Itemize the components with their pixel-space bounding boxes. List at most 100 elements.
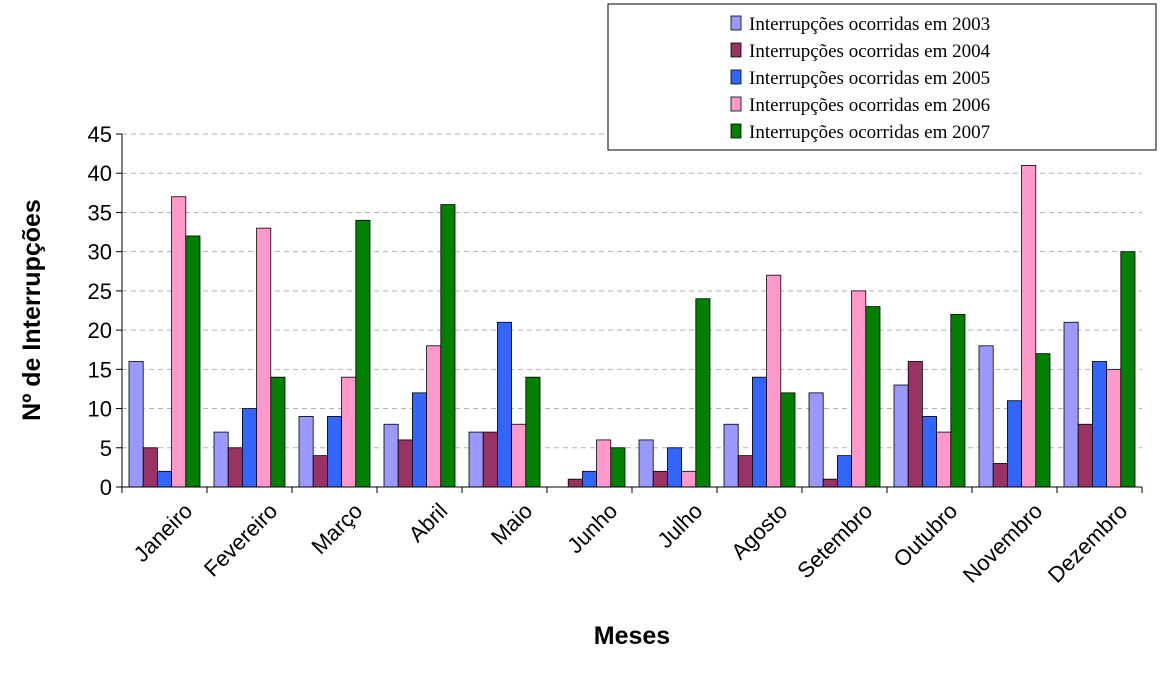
y-tick-label: 15 <box>88 357 112 382</box>
x-tick-label: Outubro <box>888 498 962 572</box>
bar-4-junho <box>596 439 612 488</box>
x-tick-label: Julho <box>652 498 707 553</box>
legend-swatch <box>730 15 742 31</box>
x-tick-label: Março <box>306 498 367 559</box>
legend-swatch <box>730 96 742 112</box>
bar-3-dezembro <box>1092 361 1108 488</box>
y-tick-label: 40 <box>88 161 112 186</box>
y-tick-label: 30 <box>88 240 112 265</box>
bar-4-setembro <box>851 290 867 488</box>
x-tick-label: Fevereiro <box>199 498 282 581</box>
bar-2-outubro <box>907 361 923 488</box>
y-tick-label: 25 <box>88 279 112 304</box>
y-tick-label: 0 <box>100 475 112 500</box>
bar-4-maio <box>511 423 527 488</box>
y-tick-label: 10 <box>88 397 112 422</box>
bar-1-agosto <box>723 423 739 488</box>
y-tick-label: 35 <box>88 200 112 225</box>
x-tick-label: Agosto <box>726 498 792 564</box>
bar-3-março <box>326 415 342 488</box>
legend-swatch <box>730 123 742 139</box>
y-tick-labels: 0 5 10 15 20 25 30 35 40 45 <box>88 122 112 500</box>
bar-3-outubro <box>922 415 938 488</box>
bar-3-maio <box>496 321 512 488</box>
x-tick-label: Maio <box>486 498 537 549</box>
bar-1-maio <box>468 431 484 488</box>
bars <box>128 164 1136 488</box>
bar-3-abril <box>411 392 427 488</box>
legend-label: Interrupções ocorridas em 2006 <box>749 95 990 116</box>
bar-3-janeiro <box>156 470 172 488</box>
bar-2-julho <box>652 470 668 488</box>
y-tick-label: 45 <box>88 122 112 147</box>
bar-1-outubro <box>893 384 909 488</box>
bar-2-abril <box>397 439 413 488</box>
x-tick-label: Abril <box>404 498 453 547</box>
y-axis-title: Nº de Interrupções <box>18 199 46 421</box>
bar-5-maio <box>525 376 541 488</box>
legend-label: Interrupções ocorridas em 2003 <box>749 14 990 35</box>
y-tick-label: 20 <box>88 318 112 343</box>
legend-box <box>607 3 1157 151</box>
bar-5-dezembro <box>1120 251 1136 488</box>
bar-5-novembro <box>1035 353 1051 488</box>
bar-1-setembro <box>808 392 824 488</box>
bar-5-outubro <box>950 314 966 488</box>
bar-1-março <box>298 415 314 488</box>
bar-2-fevereiro <box>227 447 243 488</box>
bar-4-abril <box>426 345 442 488</box>
legend-label: Interrupções ocorridas em 2005 <box>749 68 990 89</box>
bar-3-julho <box>667 447 683 488</box>
legend-swatch <box>730 69 742 85</box>
bar-5-setembro <box>865 306 881 488</box>
axes <box>116 133 1143 493</box>
bar-5-janeiro <box>185 235 201 488</box>
bar-4-fevereiro <box>256 227 272 488</box>
bar-1-abril <box>383 423 399 488</box>
bar-3-setembro <box>837 455 853 488</box>
legend-swatch <box>730 42 742 58</box>
bar-4-julho <box>681 470 697 488</box>
bar-5-agosto <box>780 392 796 488</box>
x-tick-label: Janeiro <box>129 498 198 567</box>
legend-label: Interrupções ocorridas em 2007 <box>749 122 990 143</box>
bar-4-novembro <box>1021 164 1037 488</box>
bar-3-junho <box>582 470 598 488</box>
bar-2-janeiro <box>142 447 158 488</box>
bar-5-abril <box>440 204 456 488</box>
x-tick-label: Setembro <box>792 498 877 583</box>
bar-5-julho <box>695 298 711 488</box>
bar-5-fevereiro <box>270 376 286 488</box>
x-tick-label: Dezembro <box>1043 498 1132 587</box>
bar-4-março <box>341 376 357 488</box>
bar-2-agosto <box>737 455 753 488</box>
bar-2-dezembro <box>1077 423 1093 488</box>
bar-2-novembro <box>992 463 1008 488</box>
x-tick-label: Novembro <box>958 498 1047 587</box>
bar-1-dezembro <box>1063 321 1079 488</box>
bar-3-agosto <box>752 376 768 488</box>
legend-label: Interrupções ocorridas em 2004 <box>749 41 991 62</box>
x-tick-label: Junho <box>562 498 622 558</box>
bar-3-novembro <box>1007 400 1023 488</box>
bar-4-dezembro <box>1106 368 1122 488</box>
bar-3-fevereiro <box>241 408 257 488</box>
bar-4-janeiro <box>171 196 187 488</box>
x-axis-title: Meses <box>594 622 670 650</box>
bar-4-outubro <box>936 431 952 488</box>
bar-5-junho <box>610 447 626 488</box>
y-tick-label: 5 <box>100 436 112 461</box>
bar-1-julho <box>638 439 654 488</box>
bar-2-junho <box>567 478 583 488</box>
bar-2-setembro <box>822 478 838 488</box>
bar-1-janeiro <box>128 361 144 488</box>
bar-2-março <box>312 455 328 488</box>
bar-1-novembro <box>978 345 994 488</box>
legend: Interrupções ocorridas em 2003 Interrupçõ… <box>607 3 1157 151</box>
bar-1-fevereiro <box>213 431 229 488</box>
x-tick-labels: Janeiro Fevereiro Março Abril Maio Junho Julho… <box>129 498 1133 587</box>
bar-5-março <box>355 219 371 488</box>
bar-4-agosto <box>766 274 782 488</box>
bar-2-maio <box>482 431 498 488</box>
